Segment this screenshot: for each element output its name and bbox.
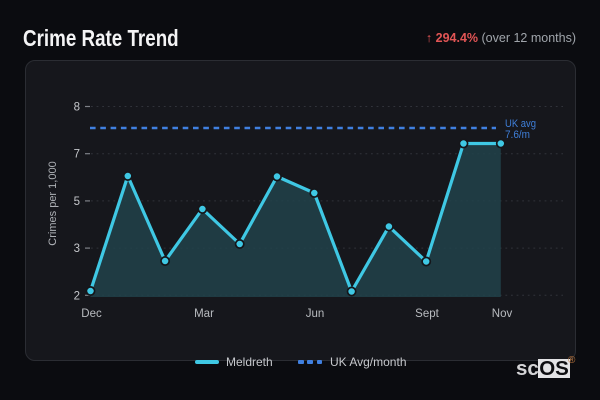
svg-text:5: 5 bbox=[74, 196, 80, 208]
svg-text:Nov: Nov bbox=[492, 308, 513, 320]
svg-text:7.6/m: 7.6/m bbox=[505, 129, 530, 141]
svg-text:Crimes per 1,000: Crimes per 1,000 bbox=[47, 161, 59, 245]
svg-text:Jun: Jun bbox=[306, 308, 325, 320]
svg-text:2: 2 bbox=[74, 290, 80, 302]
svg-text:8: 8 bbox=[74, 102, 80, 114]
svg-text:3: 3 bbox=[74, 243, 80, 255]
svg-text:Dec: Dec bbox=[81, 308, 102, 320]
svg-text:Sept: Sept bbox=[415, 308, 439, 320]
svg-text:UK avg: UK avg bbox=[505, 118, 536, 130]
svg-text:Mar: Mar bbox=[194, 308, 214, 320]
svg-text:7: 7 bbox=[74, 149, 80, 161]
